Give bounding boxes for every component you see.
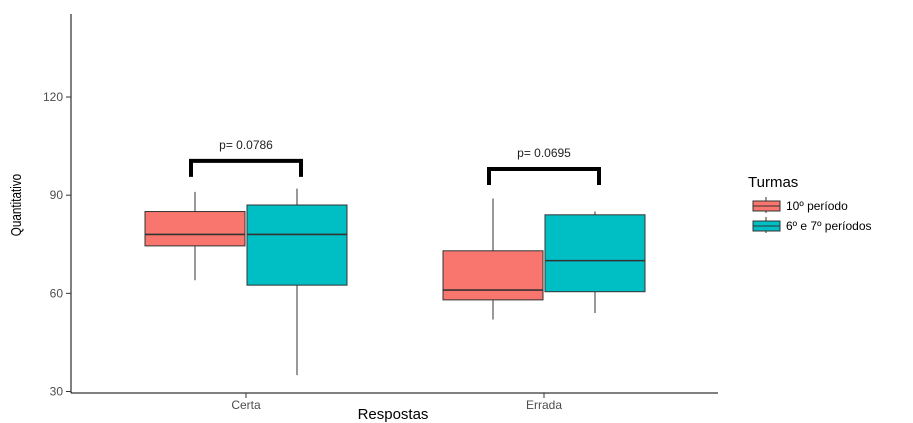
box-iqr — [144, 211, 246, 247]
legend-title: Turmas — [748, 174, 798, 191]
bracket-line — [189, 158, 303, 177]
box-errada-series1 — [442, 198, 544, 320]
y-tick-label: 120 — [43, 90, 63, 104]
x-tick-label: Certa — [231, 398, 261, 412]
y-tick-label: 30 — [50, 385, 64, 399]
legend-entry: 10º período — [752, 197, 848, 213]
significance-bracket: p= 0.0695 — [487, 146, 601, 186]
axes: 30 60 90 120 Certa Errada — [43, 14, 718, 412]
legend: Turmas 10º período 6º e 7º períodos — [748, 174, 872, 233]
plot-area: p= 0.0786 p= 0.0695 — [144, 138, 646, 376]
y-tick-label: 90 — [50, 188, 64, 202]
x-tick-label: Errada — [526, 398, 562, 412]
box-iqr — [544, 214, 646, 293]
legend-label: 10º período — [786, 199, 848, 213]
box-certa-series1 — [144, 191, 246, 281]
y-tick-label: 60 — [50, 286, 64, 300]
box-iqr — [246, 204, 348, 286]
significance-bracket: p= 0.0786 — [189, 138, 303, 177]
y-axis-title: Quantitativo — [8, 174, 25, 236]
box-certa-series2 — [246, 188, 348, 376]
box-iqr — [442, 250, 544, 301]
x-axis-title: Respostas — [358, 406, 429, 423]
legend-label: 6º e 7º períodos — [786, 219, 872, 233]
bracket-line — [487, 167, 601, 186]
box-errada-series2 — [544, 211, 646, 313]
legend-entry: 6º e 7º períodos — [752, 217, 872, 233]
p-value-label: p= 0.0695 — [517, 146, 571, 160]
p-value-label: p= 0.0786 — [219, 138, 273, 152]
